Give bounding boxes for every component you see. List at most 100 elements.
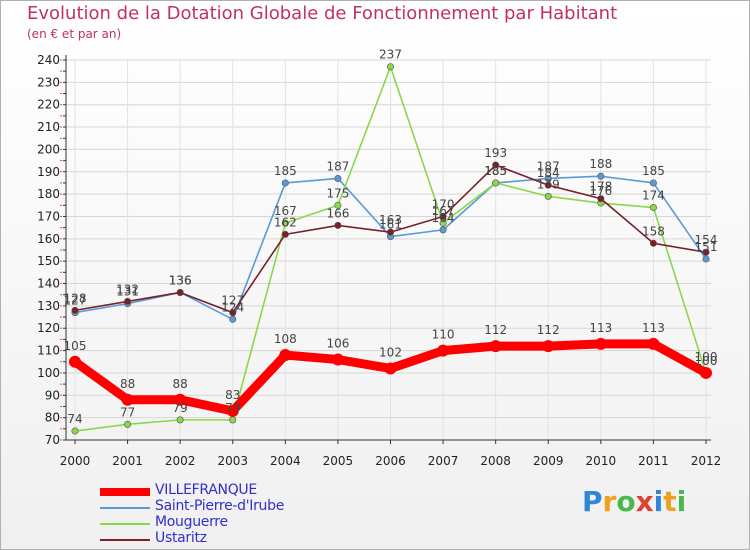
data-point-villefranque (542, 340, 555, 353)
data-label-saint-pierre-d-irube: 188 (589, 157, 612, 171)
data-point-ustaritz (544, 181, 552, 189)
data-label-mouguerre: 176 (589, 184, 612, 198)
legend-swatch (100, 488, 150, 496)
data-label-mouguerre: 175 (326, 186, 349, 200)
data-label-ustaritz: 184 (537, 166, 560, 180)
grid-layer (66, 59, 711, 441)
data-point-ustaritz (281, 230, 289, 238)
data-point-saint-pierre-d-irube (334, 174, 342, 182)
y-tick-label: 140 (37, 277, 60, 291)
data-point-mouguerre (544, 192, 552, 200)
data-label-mouguerre: 100 (695, 354, 718, 368)
data-label-layer: 127 131 136 124 185 187 161 164 185 187 188 185 151 7… (64, 48, 718, 426)
data-label-mouguerre: 74 (67, 412, 82, 426)
data-point-saint-pierre-d-irube (597, 172, 605, 180)
x-tick-label: 2002 (165, 454, 196, 468)
data-label-saint-pierre-d-irube: 124 (221, 300, 244, 314)
data-label-ustaritz: 132 (116, 282, 139, 296)
data-point-ustaritz (229, 309, 237, 317)
y-tick-label: 120 (37, 321, 60, 335)
data-label-saint-pierre-d-irube: 164 (432, 211, 455, 225)
data-point-mouguerre (281, 219, 289, 227)
data-point-saint-pierre-d-irube (544, 174, 552, 182)
x-tick-label: 2009 (533, 454, 564, 468)
data-point-saint-pierre-d-irube (439, 226, 447, 234)
data-label-villefranque: 108 (274, 332, 297, 346)
y-tick-label: 80 (45, 411, 60, 425)
data-label-mouguerre: 179 (537, 177, 560, 191)
y-tick-label: 170 (37, 209, 60, 223)
legend-swatch (100, 523, 150, 525)
y-tick-label: 70 (45, 433, 60, 447)
data-point-mouguerre (334, 201, 342, 209)
data-label-ustaritz: 170 (432, 197, 455, 211)
legend-swatch (100, 539, 150, 541)
y-tick-label: 100 (37, 366, 60, 380)
y-tick-label: 210 (37, 120, 60, 134)
data-label-mouguerre: 79 (173, 401, 188, 415)
data-label-mouguerre: 167 (274, 204, 297, 218)
data-label-villefranque: 88 (120, 377, 135, 391)
data-label-saint-pierre-d-irube: 161 (379, 218, 402, 232)
data-point-ustaritz (71, 306, 79, 314)
data-point-ustaritz (176, 288, 184, 296)
data-label-saint-pierre-d-irube: 187 (537, 159, 560, 173)
data-point-villefranque (594, 337, 607, 350)
x-tick-label: 2004 (270, 454, 301, 468)
y-tick-label: 180 (37, 187, 60, 201)
axis-layer: 7080901001101201301401501601701801902002… (37, 53, 721, 468)
data-point-villefranque (121, 393, 134, 406)
data-label-mouguerre: 77 (120, 405, 135, 419)
data-label-ustaritz: 166 (326, 206, 349, 220)
data-point-villefranque (69, 355, 81, 368)
chart-title: Evolution de la Dotation Globale de Fonc… (27, 3, 618, 24)
data-label-ustaritz: 128 (64, 291, 87, 305)
data-label-mouguerre: 79 (225, 401, 240, 415)
data-point-mouguerre (124, 420, 132, 428)
y-tick-label: 160 (37, 232, 60, 246)
logo-letter: t (663, 485, 677, 518)
data-label-villefranque: 110 (432, 328, 455, 342)
data-point-villefranque (437, 344, 450, 357)
y-tick-label: 110 (37, 344, 60, 358)
data-point-villefranque (700, 366, 712, 379)
x-tick-label: 2012 (691, 454, 722, 468)
y-tick-label: 150 (37, 254, 60, 268)
data-point-ustaritz (124, 297, 132, 305)
x-tick-label: 2000 (60, 454, 91, 468)
data-label-villefranque: 100 (695, 350, 718, 364)
logo-letter: i (653, 485, 664, 518)
data-point-villefranque (647, 337, 660, 350)
data-label-ustaritz: 154 (695, 233, 718, 247)
x-tick-label: 2006 (375, 454, 406, 468)
chart-subtitle: (en € et par an) (27, 27, 122, 41)
data-point-mouguerre (176, 416, 184, 424)
legend-swatch (100, 507, 150, 509)
y-tick-label: 200 (37, 142, 60, 156)
data-label-ustaritz: 163 (379, 213, 402, 227)
data-label-saint-pierre-d-irube: 136 (169, 273, 192, 287)
x-tick-label: 2001 (112, 454, 143, 468)
data-label-villefranque: 105 (64, 339, 87, 353)
data-label-mouguerre: 237 (379, 48, 402, 62)
data-label-ustaritz: 158 (642, 224, 665, 238)
proxiti-logo: Proxiti (582, 485, 686, 518)
x-tick-label: 2010 (586, 454, 617, 468)
data-label-saint-pierre-d-irube: 185 (484, 164, 507, 178)
data-point-mouguerre (71, 427, 79, 435)
data-point-saint-pierre-d-irube (649, 179, 657, 187)
data-label-villefranque: 88 (173, 377, 188, 391)
data-label-saint-pierre-d-irube: 127 (64, 294, 87, 308)
logo-letter: P (582, 485, 603, 518)
data-label-saint-pierre-d-irube: 185 (274, 164, 297, 178)
data-point-ustaritz (649, 239, 657, 247)
data-label-saint-pierre-d-irube: 131 (116, 285, 139, 299)
logo-letter: x (635, 485, 654, 518)
x-tick-label: 2011 (638, 454, 669, 468)
data-label-ustaritz: 136 (169, 273, 192, 287)
legend-label: VILLEFRANQUE (155, 482, 257, 498)
data-point-villefranque (226, 404, 239, 417)
data-label-villefranque: 102 (379, 345, 402, 359)
y-tick-label: 240 (37, 53, 60, 67)
